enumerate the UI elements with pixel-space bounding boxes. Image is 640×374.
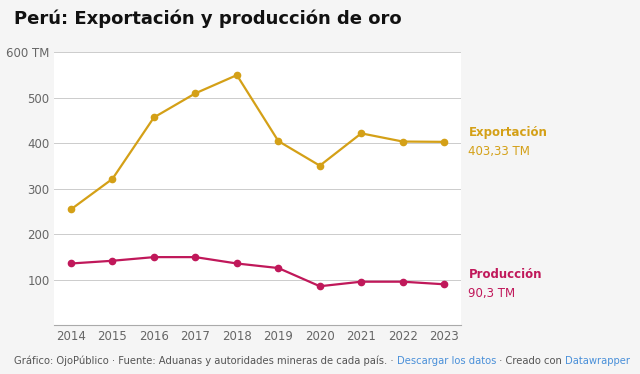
Text: Perú: Exportación y producción de oro: Perú: Exportación y producción de oro (14, 9, 402, 28)
Text: Descargar los datos: Descargar los datos (397, 356, 496, 366)
Text: Gráfico: OjoPúblico · Fuente: Aduanas y autoridades mineras de cada país. ·: Gráfico: OjoPúblico · Fuente: Aduanas y … (14, 355, 397, 366)
Text: Datawrapper: Datawrapper (565, 356, 630, 366)
Text: · Creado con: · Creado con (496, 356, 565, 366)
Text: Exportación: Exportación (468, 126, 547, 139)
Text: Producción: Producción (468, 269, 542, 282)
Text: 403,33 TM: 403,33 TM (468, 145, 531, 158)
Text: 90,3 TM: 90,3 TM (468, 287, 516, 300)
